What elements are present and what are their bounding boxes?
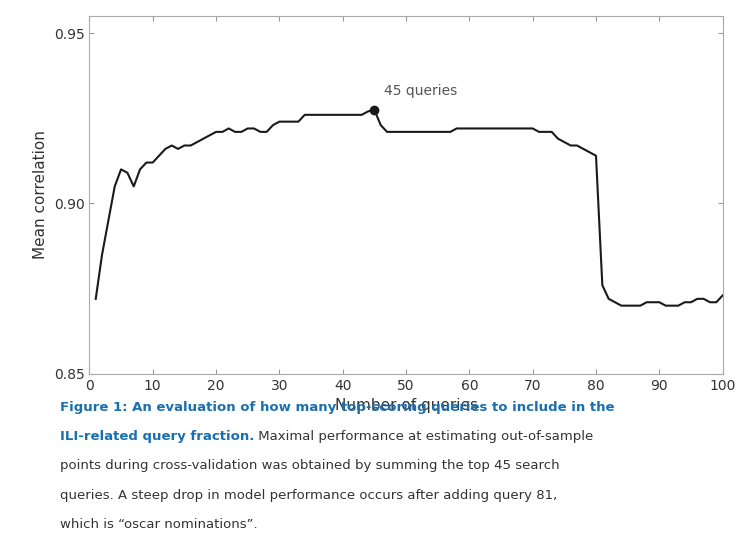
X-axis label: Number of queries: Number of queries — [335, 398, 478, 413]
Text: ILI-related query fraction.: ILI-related query fraction. — [60, 430, 254, 443]
Text: Maximal performance at estimating out-of-sample: Maximal performance at estimating out-of… — [254, 430, 593, 443]
Text: Figure 1: An evaluation of how many top-scoring queries to include in the: Figure 1: An evaluation of how many top-… — [60, 400, 614, 413]
Text: 45 queries: 45 queries — [384, 84, 457, 98]
Text: queries. A steep drop in model performance occurs after adding query 81,: queries. A steep drop in model performan… — [60, 489, 557, 501]
Text: which is “oscar nominations”.: which is “oscar nominations”. — [60, 518, 257, 531]
Y-axis label: Mean correlation: Mean correlation — [34, 130, 48, 260]
Text: points during cross-validation was obtained by summing the top 45 search: points during cross-validation was obtai… — [60, 459, 559, 472]
